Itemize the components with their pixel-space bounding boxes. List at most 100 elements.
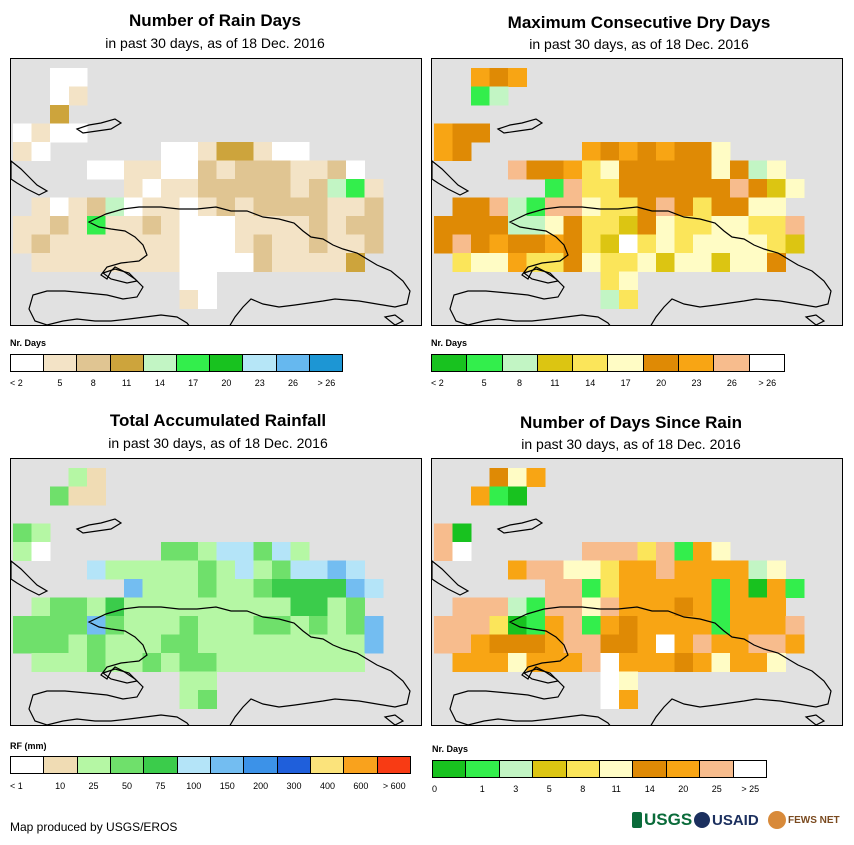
grid-cell bbox=[179, 290, 199, 309]
fews-net-logo-text: FEWS NET bbox=[788, 814, 840, 826]
grid-cells bbox=[13, 68, 384, 309]
grid-cell bbox=[767, 234, 786, 254]
grid-cell bbox=[235, 216, 254, 235]
grid-cell bbox=[87, 597, 106, 617]
legend-title: Nr. Days bbox=[10, 338, 47, 348]
grid-cell bbox=[68, 253, 88, 272]
grid-cell bbox=[785, 234, 805, 254]
grid-cell bbox=[50, 123, 69, 143]
legend-swatch bbox=[633, 761, 667, 777]
grid-cell bbox=[600, 197, 620, 217]
grid-cell bbox=[87, 468, 106, 487]
grid-cell bbox=[68, 216, 88, 235]
grid-cell bbox=[582, 234, 601, 254]
grid-cell bbox=[105, 253, 125, 272]
grid-cell bbox=[346, 253, 365, 272]
grid-cell bbox=[508, 197, 527, 217]
grid-cell bbox=[693, 197, 712, 217]
legend-swatch bbox=[666, 761, 701, 777]
grid-cell bbox=[545, 597, 564, 617]
legend-title: Nr. Days bbox=[431, 338, 468, 348]
grid-cell bbox=[253, 160, 273, 180]
grid-cell bbox=[693, 597, 712, 617]
grid-cell bbox=[471, 123, 490, 143]
grid-cell bbox=[619, 597, 638, 617]
grid-cell bbox=[434, 142, 453, 161]
grid-cell bbox=[748, 653, 768, 672]
grid-cell bbox=[124, 160, 143, 180]
grid-cell bbox=[619, 253, 638, 272]
grid-cell bbox=[346, 579, 365, 598]
legend-tick-label: 11 bbox=[611, 784, 621, 794]
legend-tick-label: 1 bbox=[479, 784, 485, 794]
grid-cell bbox=[600, 271, 620, 291]
grid-cell bbox=[508, 634, 527, 654]
grid-cell bbox=[87, 634, 106, 654]
grid-cell bbox=[508, 253, 527, 272]
legend-tick-label: 17 bbox=[188, 378, 199, 388]
grid-cell bbox=[364, 216, 384, 235]
grid-cell bbox=[327, 179, 347, 198]
legend-tick-label: 8 bbox=[516, 378, 522, 388]
grid-cell bbox=[142, 160, 162, 180]
grid-cell bbox=[545, 560, 564, 580]
grid-cell bbox=[471, 86, 490, 106]
grid-cell bbox=[198, 579, 217, 598]
grid-cell bbox=[711, 560, 731, 580]
island-outline bbox=[101, 268, 139, 284]
grid-cell bbox=[50, 86, 69, 106]
grid-cell bbox=[471, 597, 490, 617]
grid-cell bbox=[582, 542, 601, 561]
grid-cell bbox=[216, 542, 236, 561]
grid-cell bbox=[309, 653, 328, 672]
legend-tick-label: 50 bbox=[121, 781, 132, 791]
grid-cell bbox=[748, 579, 768, 598]
grid-cell bbox=[674, 560, 694, 580]
grid-cell bbox=[253, 634, 273, 654]
grid-cells bbox=[13, 468, 384, 709]
grid-cell bbox=[161, 216, 180, 235]
legend-tick-label: 8 bbox=[90, 378, 96, 388]
grid-cell bbox=[767, 216, 786, 235]
grid-cell bbox=[600, 560, 620, 580]
grid-cell bbox=[674, 197, 694, 217]
grid-cell bbox=[161, 579, 180, 598]
grid-cell bbox=[508, 160, 527, 180]
grid-cell bbox=[235, 253, 254, 272]
grid-cell bbox=[68, 597, 88, 617]
grid-cell bbox=[693, 579, 712, 598]
grid-cell bbox=[216, 653, 236, 672]
legend-tick-label: 17 bbox=[620, 378, 631, 388]
grid-cell bbox=[179, 234, 199, 254]
legend-swatch bbox=[502, 355, 538, 371]
grid-cell bbox=[730, 216, 749, 235]
legend-tick-label: 20 bbox=[221, 378, 232, 388]
usaid-logo-text: USAID bbox=[712, 811, 759, 829]
grid-cell bbox=[235, 560, 254, 580]
grid-cell bbox=[674, 142, 694, 161]
grid-cell bbox=[235, 142, 254, 161]
grid-cell bbox=[142, 616, 162, 635]
grid-cell bbox=[471, 234, 490, 254]
grid-cell bbox=[179, 253, 199, 272]
grid-cell bbox=[619, 653, 638, 672]
legend-tick-label: 200 bbox=[253, 781, 269, 791]
map-rain-days bbox=[10, 58, 422, 326]
grid-cell bbox=[198, 216, 217, 235]
legend-bar bbox=[10, 756, 411, 774]
grid-cell bbox=[235, 234, 254, 254]
grid-cell bbox=[674, 234, 694, 254]
grid-cell bbox=[216, 579, 236, 598]
grid-cell bbox=[489, 253, 509, 272]
grid-cell bbox=[272, 179, 291, 198]
grid-cell bbox=[290, 197, 310, 217]
grid-cell bbox=[309, 616, 328, 635]
grid-cell bbox=[124, 560, 143, 580]
grid-cell bbox=[198, 142, 217, 161]
legend-bar bbox=[431, 354, 785, 372]
grid-cell bbox=[13, 216, 32, 235]
grid-cell bbox=[50, 216, 69, 235]
grid-cell bbox=[785, 179, 805, 198]
grid-cell bbox=[253, 560, 273, 580]
grid-cell bbox=[124, 179, 143, 198]
